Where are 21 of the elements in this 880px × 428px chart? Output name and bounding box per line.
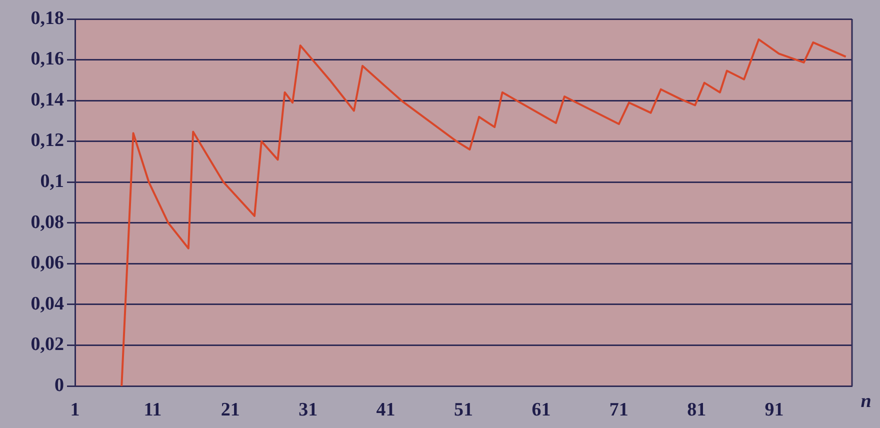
- y-tick-label: 0,02: [30, 334, 64, 356]
- y-tick-label: 0,16: [30, 48, 64, 70]
- y-tick-label: 0,1: [40, 171, 64, 192]
- y-tick-label: 0,06: [30, 252, 64, 274]
- x-tick-label: 51: [454, 399, 473, 420]
- y-tick-label: 0,12: [30, 130, 64, 152]
- x-tick-label: 1: [70, 399, 80, 420]
- x-axis-title: n: [860, 390, 872, 412]
- y-tick-label: 0,18: [30, 8, 64, 29]
- y-tick-label: 0,14: [30, 89, 64, 110]
- y-tick-label: 0,04: [30, 293, 64, 314]
- x-tick-label: 21: [220, 399, 240, 420]
- y-tick-label: 0: [54, 374, 64, 396]
- x-tick-label: 31: [298, 399, 318, 420]
- y-tick-label: 0,08: [30, 212, 64, 233]
- x-tick-label: 61: [532, 399, 551, 420]
- x-tick-label: 71: [609, 399, 628, 420]
- x-tick-label: 81: [687, 399, 706, 420]
- x-tick-label: 91: [764, 399, 784, 420]
- x-tick-label: 11: [144, 399, 162, 420]
- x-tick-label: 41: [376, 399, 396, 420]
